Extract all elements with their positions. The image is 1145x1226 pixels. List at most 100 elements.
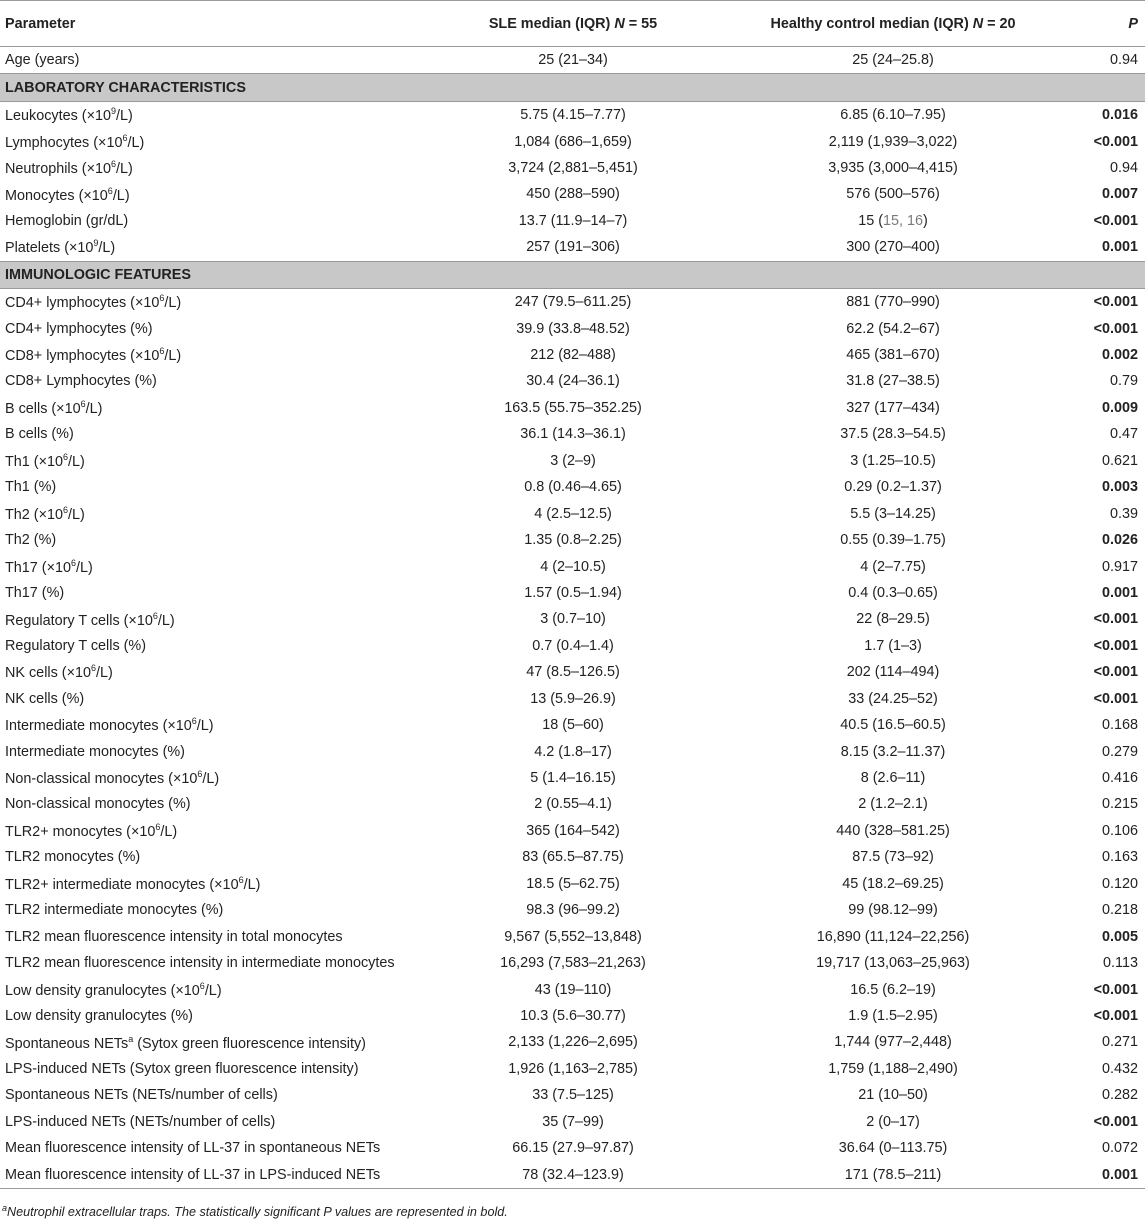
hc-value: 15 ( [858, 212, 883, 229]
hc-value-cell: 2,119 (1,939–3,022) [723, 128, 1063, 154]
table-row: Regulatory T cells (×106/L) 3 (0.7–10) 22 … [0, 606, 1145, 632]
hc-value: 21 (10–50) [858, 1087, 928, 1104]
parameter-cell: Non-classical monocytes (×106/L) [0, 765, 423, 791]
parameter-label: Non-classical monocytes (%) [5, 796, 191, 813]
hc-value: 465 (381–670) [846, 347, 940, 364]
sle-value-cell: 5.75 (4.15–7.77) [520, 107, 626, 124]
table-row: LPS-induced NETs (Sytox green fluorescen… [0, 1056, 1145, 1082]
hc-value-cell: 8 (2.6–11) [723, 765, 1063, 791]
table-row: TLR2 mean fluorescence intensity in tota… [0, 923, 1145, 949]
hc-value-cell: 16.5 (6.2–19) [723, 976, 1063, 1002]
p-value-cell: <0.001 [1093, 637, 1138, 654]
parameter-unit: /L) [127, 134, 145, 151]
hc-value-cell: 36.64 (0–113.75) [723, 1135, 1063, 1161]
table-row: Hemoglobin (gr/dL) 13.7 (11.9–14–7) 15 (15… [0, 208, 1145, 234]
hc-value-cell: 16,890 (11,124–22,256) [723, 923, 1063, 949]
p-value-cell: 0.120 [1101, 875, 1138, 892]
footnote: aNeutrophil extracellular traps. The sta… [0, 1203, 1145, 1219]
parameter-superscript: 6 [90, 663, 96, 674]
sle-value-cell: 13 (5.9–26.9) [530, 690, 616, 707]
p-value-cell: 0.432 [1101, 1060, 1138, 1077]
hc-value: 202 (114–494) [846, 664, 940, 681]
hc-value: 5.5 (3–14.25) [850, 505, 936, 522]
hc-value: 19,717 (13,063–25,963) [816, 955, 970, 972]
parameter-label: B cells (×10 [5, 400, 81, 417]
parameter-superscript: 6 [191, 716, 197, 727]
parameter-label: NK cells (×10 [5, 665, 91, 682]
sle-value-cell: 4 (2.5–12.5) [534, 505, 612, 522]
hc-value: 40.5 (16.5–60.5) [840, 717, 946, 734]
hc-value: 62.2 (54.2–67) [846, 320, 940, 337]
hc-value: 3 (1.25–10.5) [850, 452, 936, 469]
hc-value: 3,935 (3,000–4,415) [828, 159, 958, 176]
p-value-cell: 0.94 [1109, 159, 1138, 176]
p-value-cell: <0.001 [1093, 320, 1138, 337]
hc-value-cell: 99 (98.12–99) [723, 897, 1063, 923]
parameter-cell: Leukocytes (×109/L) [0, 101, 423, 128]
sle-value-cell: 35 (7–99) [542, 1113, 604, 1130]
parameter-superscript: a [128, 1033, 134, 1044]
table-row: TLR2+ intermediate monocytes (×106/L) 18.… [0, 871, 1145, 897]
parameter-unit: /L) [98, 240, 116, 257]
hc-value: 33 (24.25–52) [848, 690, 938, 707]
p-value-cell: 0.279 [1101, 743, 1138, 760]
parameter-label: Th1 (%) [5, 479, 57, 496]
parameter-cell: Neutrophils (×106/L) [0, 155, 423, 181]
parameter-label: TLR2 monocytes (%) [5, 849, 141, 866]
hc-value-cell: 22 (8–29.5) [723, 606, 1063, 632]
parameter-label: LPS-induced NETs (Sytox green fluorescen… [5, 1060, 359, 1077]
header-hc-count: = 20 [983, 15, 1016, 32]
hc-value: 16.5 (6.2–19) [850, 981, 936, 998]
sle-value-cell: 1,084 (686–1,659) [514, 133, 632, 150]
parameter-cell: CD4+ lymphocytes (%) [0, 315, 423, 341]
parameter-superscript: 6 [80, 399, 86, 409]
header-sle-n: N [614, 15, 625, 32]
hc-value-cell: 21 (10–50) [723, 1082, 1063, 1108]
parameter-label: Th1 (×10 [5, 453, 63, 470]
p-value-cell: 0.79 [1109, 373, 1138, 390]
sle-value-cell: 33 (7.5–125) [532, 1087, 614, 1104]
parameter-unit: /L) [96, 665, 113, 682]
hc-value: 99 (98.12–99) [848, 902, 938, 919]
parameter-cell: Age (years) [0, 47, 423, 74]
hc-value: 36.64 (0–113.75) [838, 1140, 948, 1157]
table-row: TLR2 mean fluorescence intensity in inte… [0, 950, 1145, 976]
sle-value-cell: 0.7 (0.4–1.4) [532, 637, 614, 654]
section-label: IMMUNOLOGIC FEATURES [0, 260, 1145, 289]
parameter-unit: /L) [157, 612, 175, 629]
sle-value-cell: 1.35 (0.8–2.25) [524, 532, 622, 549]
hc-value: 0.55 (0.39–1.75) [840, 532, 946, 549]
hc-value-cell: 2 (0–17) [723, 1109, 1063, 1135]
hc-value: 2 (0–17) [866, 1113, 920, 1130]
parameter-superscript: 6 [159, 293, 165, 304]
hc-value: 1,744 (977–2,448) [834, 1034, 952, 1051]
footnote-marker: a [2, 1202, 8, 1213]
parameter-label: Platelets (×10 [5, 240, 94, 257]
table-row: CD4+ lymphocytes (%) 39.9 (33.8–48.52) 62.… [0, 315, 1145, 341]
sle-value-cell: 163.5 (55.75–352.25) [504, 399, 642, 416]
table-row: Th17 (%) 1.57 (0.5–1.94) 0.4 (0.3–0.65) 0.0… [0, 580, 1145, 606]
parameter-unit: /L) [164, 347, 182, 364]
hc-value: 37.5 (28.3–54.5) [840, 426, 946, 443]
parameter-cell: TLR2 intermediate monocytes (%) [0, 897, 423, 923]
parameter-cell: Platelets (×109/L) [0, 234, 423, 261]
parameter-superscript: 6 [152, 610, 158, 621]
table-body: Age (years) 25 (21–34) 25 (24–25.8) 0.94 LAB… [0, 47, 1145, 1189]
table-row: Monocytes (×106/L) 450 (288–590) 576 (500–… [0, 181, 1145, 207]
header-hc: Healthy control median (IQR) N = 20 [723, 0, 1063, 47]
sle-value-cell: 43 (19–110) [534, 981, 612, 998]
hc-value: 2,119 (1,939–3,022) [828, 133, 958, 150]
parameter-unit: /L) [116, 160, 133, 177]
sle-value-cell: 3 (2–9) [550, 452, 596, 469]
parameter-cell: Spontaneous NETsa (Sytox green fluoresce… [0, 1029, 423, 1055]
p-value-cell: <0.001 [1093, 1007, 1138, 1024]
p-value-cell: <0.001 [1093, 212, 1138, 229]
table-row: Non-classical monocytes (%) 2 (0.55–4.1) 2… [0, 791, 1145, 817]
sle-value-cell: 13.7 (11.9–14–7) [518, 212, 628, 229]
parameter-label: TLR2 mean fluorescence intensity in tota… [5, 928, 343, 945]
hc-value: 881 (770–990) [846, 294, 940, 311]
parameter-cell: LPS-induced NETs (NETs/number of cells) [0, 1109, 423, 1135]
hc-value: 1.9 (1.5–2.95) [848, 1007, 938, 1024]
hc-value: 0.4 (0.3–0.65) [848, 584, 938, 601]
p-value-cell: 0.007 [1101, 186, 1138, 203]
